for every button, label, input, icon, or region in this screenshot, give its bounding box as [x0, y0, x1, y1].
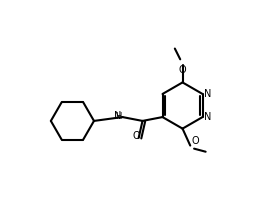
Text: O: O — [133, 131, 140, 141]
Text: N: N — [204, 112, 212, 122]
Text: O: O — [191, 136, 199, 146]
Text: N: N — [204, 89, 212, 99]
Text: N: N — [114, 111, 122, 121]
Text: O: O — [179, 65, 186, 75]
Text: H: H — [115, 112, 122, 121]
